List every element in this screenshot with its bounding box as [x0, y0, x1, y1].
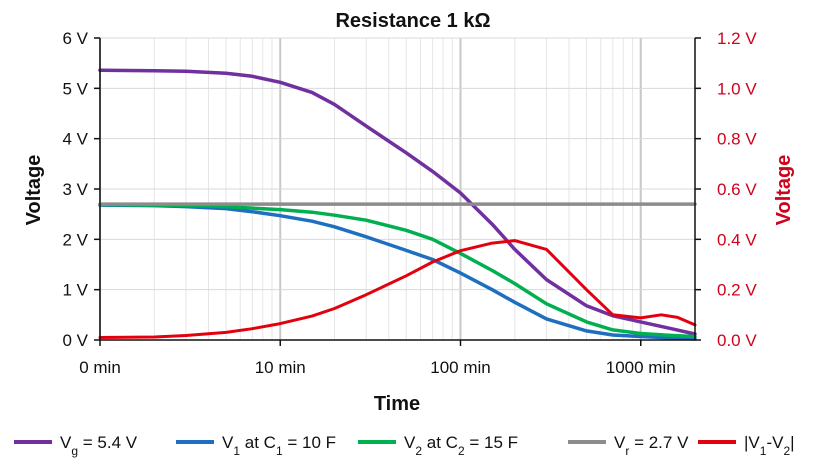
y-axis-title-left: Voltage — [23, 155, 45, 226]
x-tick-label: 1000 min — [606, 358, 676, 377]
x-axis-title: Time — [374, 393, 420, 415]
y-right-tick-label: 0.0 V — [717, 331, 757, 350]
y-tick-label: 2 V — [62, 230, 88, 249]
legend: Vg = 5.4 V V1 at C1 = 10 F V2 at C2 = 15 F… — [14, 433, 795, 458]
y-tick-label: 4 V — [62, 130, 88, 149]
legend-entry: |V1-V2| — [744, 433, 795, 458]
y-tick-label: 1 V — [62, 281, 88, 300]
axes: 0 V 1 V 2 V 3 V 4 V 5 V 6 V 0.0 V 0.2 V 0.4 V 0.6 … — [62, 29, 757, 377]
y-tick-label: 3 V — [62, 180, 88, 199]
y-tick-label: 0 V — [62, 331, 88, 350]
legend-entry: V1 at C1 = 10 F — [222, 433, 336, 458]
y-right-tick-label: 1.0 V — [717, 79, 757, 98]
y-right-tick-label: 0.6 V — [717, 180, 757, 199]
chart-title: Resistance 1 kΩ — [335, 10, 490, 32]
series-line — [98, 239, 697, 339]
y-axis-title-right: Voltage — [773, 155, 795, 226]
x-tick-label: 0 min — [79, 358, 121, 377]
x-tick-label: 100 min — [430, 358, 490, 377]
y-right-tick-label: 0.4 V — [717, 230, 757, 249]
legend-entry: Vr = 2.7 V — [614, 433, 689, 458]
series-line — [98, 68, 697, 336]
y-right-tick-label: 0.8 V — [717, 130, 757, 149]
y-tick-label: 5 V — [62, 79, 88, 98]
series-line — [98, 202, 697, 339]
legend-entry: Vg = 5.4 V — [60, 433, 138, 458]
x-tick-label: 10 min — [255, 358, 306, 377]
y-right-tick-label: 0.2 V — [717, 281, 757, 300]
series-lines — [98, 68, 697, 341]
series-line — [98, 203, 697, 341]
y-tick-label: 6 V — [62, 29, 88, 48]
grid — [99, 37, 696, 341]
y-right-tick-label: 1.2 V — [717, 29, 757, 48]
legend-entry: V2 at C2 = 15 F — [404, 433, 518, 458]
